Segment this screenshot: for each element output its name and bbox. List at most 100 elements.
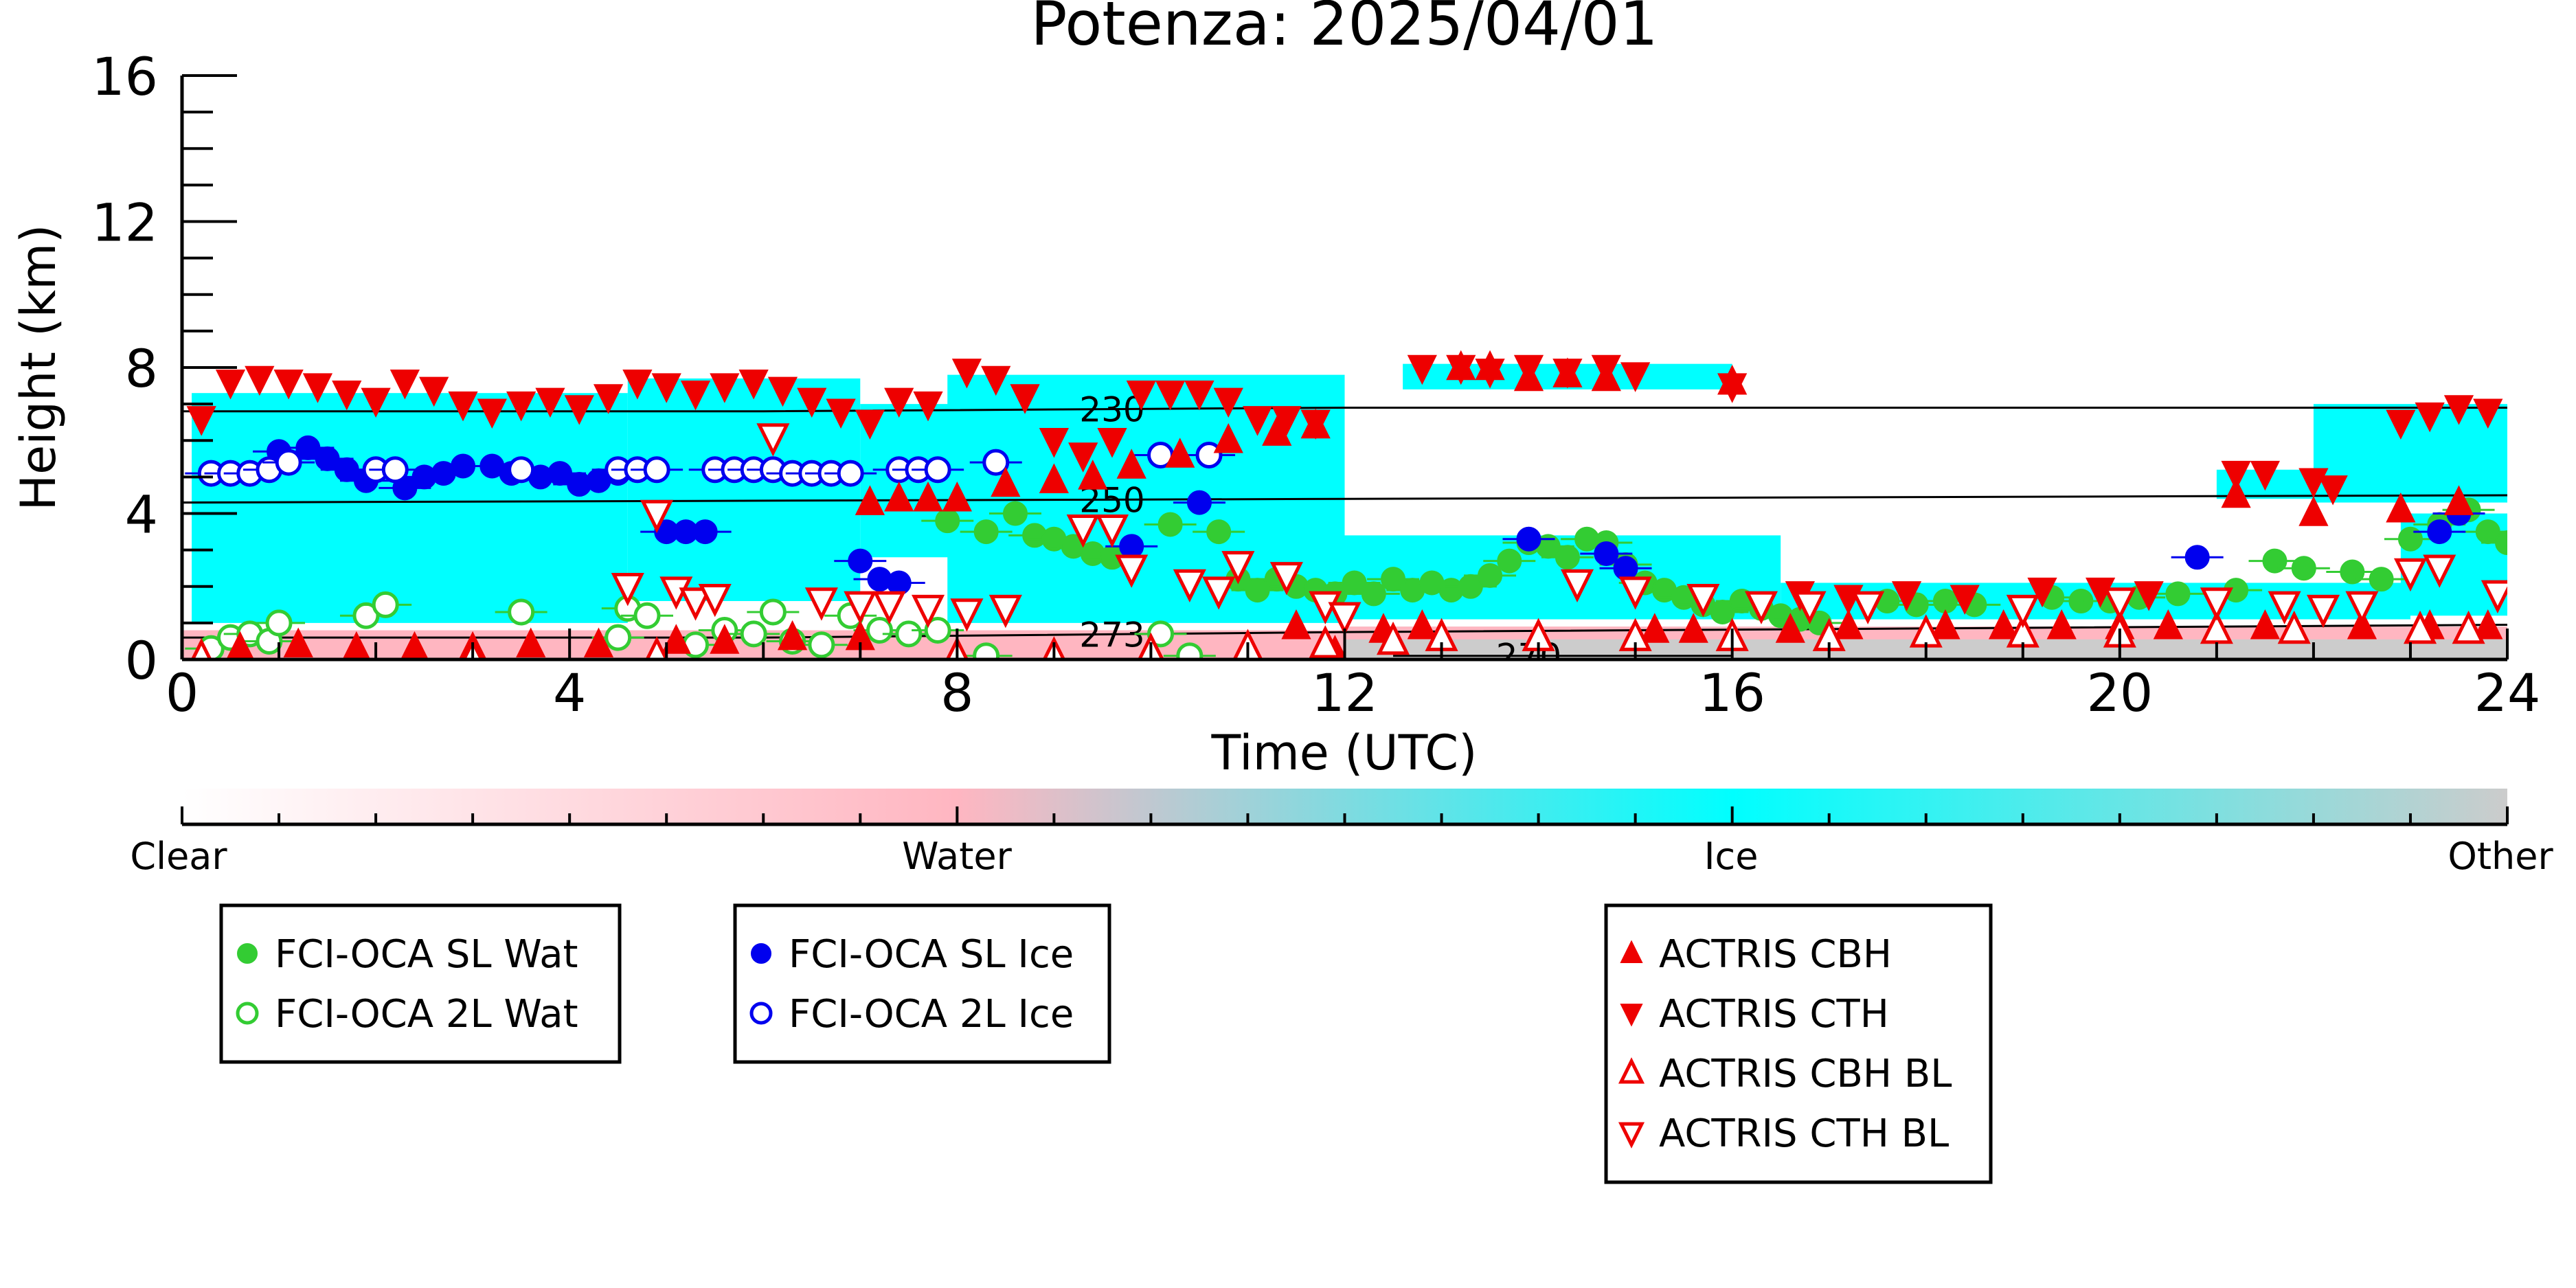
data-point (1213, 423, 1243, 453)
colorbar-label-water: Water (902, 835, 1012, 878)
x-axis-label: Time (UTC) (1211, 725, 1478, 781)
data-point (1833, 609, 1864, 640)
data-point (1446, 354, 1476, 385)
data-point (605, 624, 632, 651)
data-point (516, 627, 546, 657)
x-tick-label: 24 (2474, 662, 2541, 723)
data-point (1497, 548, 1522, 574)
data-point (797, 387, 827, 418)
data-point (381, 456, 409, 484)
data-point (1281, 609, 1311, 640)
classification-region-ice (2313, 404, 2507, 503)
legend-label: ACTRIS CTH (1659, 992, 1889, 1037)
data-point (1513, 354, 1544, 385)
data-point (564, 395, 594, 425)
data-point (2345, 591, 2379, 624)
data-point (1272, 406, 1302, 436)
data-point (400, 631, 429, 659)
data-point (973, 642, 1000, 659)
data-point (2165, 581, 2191, 607)
colorbar-label-other: Other (2448, 835, 2553, 878)
data-point (826, 398, 856, 429)
data-point (1269, 562, 1303, 596)
data-point (740, 620, 767, 648)
data-point (477, 398, 507, 429)
data-point (2443, 485, 2474, 515)
data-point (2298, 496, 2329, 526)
data-point (759, 598, 787, 626)
contour-line (182, 406, 2507, 413)
data-point (844, 591, 877, 624)
data-point (988, 594, 1022, 629)
data-point (361, 387, 391, 418)
data-point (2318, 475, 2348, 506)
data-point (837, 460, 864, 487)
data-point (2277, 610, 2311, 644)
data-point (1095, 515, 1129, 548)
data-point (1555, 545, 1580, 570)
contour-label: 230 (1079, 390, 1144, 430)
data-point (419, 376, 449, 407)
data-point (1478, 563, 1503, 588)
data-point (973, 519, 999, 545)
data-point (886, 570, 912, 596)
data-point (1613, 556, 1638, 581)
data-point (913, 482, 943, 512)
data-point (884, 387, 914, 418)
legend-marker (749, 1002, 773, 1025)
data-point (1591, 354, 1621, 385)
data-point (1594, 541, 1619, 566)
data-point (2006, 594, 2040, 629)
x-tick-label: 16 (1699, 662, 1765, 723)
data-point (622, 370, 653, 400)
data-point (680, 380, 711, 411)
data-point (583, 627, 614, 657)
data-point (611, 573, 644, 607)
data-point (756, 423, 790, 457)
legend-oca-ice: FCI-OCA SL Ice FCI-OCA 2L Ice (733, 903, 1111, 1064)
data-point (2268, 591, 2301, 624)
data-point (692, 519, 718, 545)
data-point (651, 373, 681, 403)
x-ticks: 0 4 8 12 16 20 24 (166, 629, 2541, 723)
data-point (1039, 463, 1069, 493)
legend-marker (751, 943, 771, 964)
contour-line (182, 494, 2507, 504)
data-point (1407, 354, 1437, 385)
legend-marker (1620, 1004, 1643, 1027)
data-point (1744, 591, 1778, 624)
data-point (848, 548, 873, 574)
legend-entry: ACTRIS CTH BL (1618, 1111, 1949, 1156)
legend-marker (237, 943, 258, 964)
legend-label: ACTRIS CBH BL (1659, 1052, 1952, 1096)
legend-box (1604, 903, 1993, 1184)
data-point (1475, 359, 1505, 389)
y-ticks: 0 4 8 12 16 (91, 46, 237, 691)
data-point (1361, 581, 1386, 607)
data-point (710, 373, 740, 403)
data-point (2291, 556, 2316, 581)
data-point (884, 482, 914, 512)
colorbar-label-clear: Clear (130, 835, 227, 878)
legend-entry: FCI-OCA 2L Wat (236, 992, 578, 1037)
data-point (767, 376, 798, 407)
data-point (808, 631, 835, 659)
data-point (1552, 359, 1583, 389)
x-tick-label: 12 (1311, 662, 1378, 723)
data-point (2153, 609, 2183, 640)
data-point (2200, 587, 2233, 621)
data-point (2262, 548, 2287, 574)
data-point (2393, 558, 2427, 592)
y-tick-label: 8 (125, 338, 158, 399)
data-point (2415, 402, 2445, 433)
legend-entry: FCI-OCA SL Wat (237, 932, 578, 977)
data-point (2495, 530, 2507, 555)
data-point (593, 384, 624, 414)
data-point (1126, 380, 1156, 411)
data-point (342, 631, 371, 659)
data-point (855, 409, 885, 440)
data-point (1717, 373, 1748, 403)
data-point (1775, 613, 1805, 643)
data-point (1851, 591, 1885, 624)
